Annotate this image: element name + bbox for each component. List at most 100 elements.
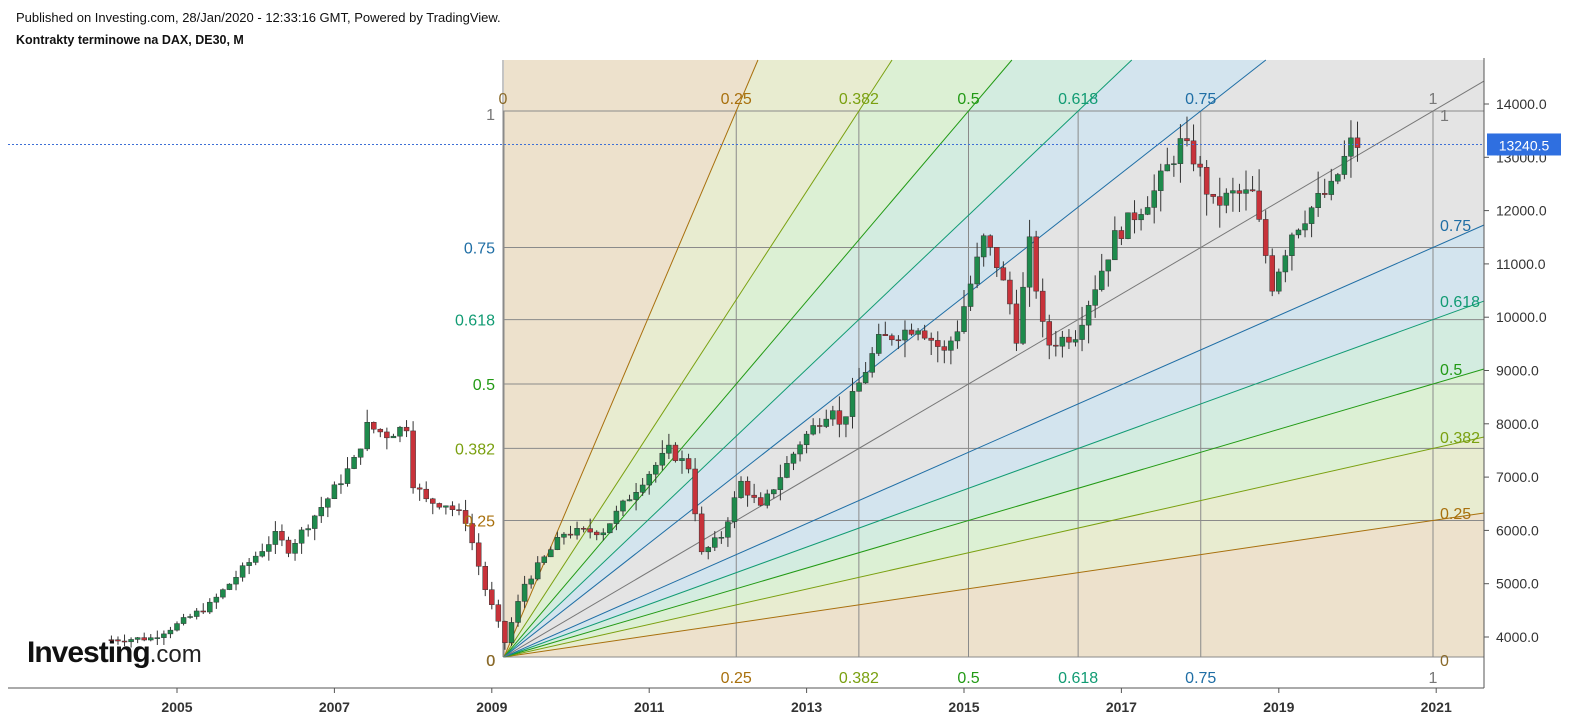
candle-body — [489, 589, 495, 605]
candle-body — [528, 578, 534, 585]
x-tick-label: 2015 — [948, 699, 979, 715]
candle-body — [653, 464, 659, 475]
candle-body — [1210, 193, 1216, 197]
candle-body — [403, 426, 410, 432]
fan-right-label: 0.75 — [1440, 218, 1471, 235]
candle-body — [790, 453, 797, 464]
candle-body — [803, 433, 810, 446]
candle-body — [430, 498, 436, 504]
x-tick-label: 2007 — [319, 699, 350, 715]
candle-body — [1059, 336, 1066, 347]
candle-body — [1020, 286, 1026, 344]
candle-body — [1230, 190, 1236, 194]
candle-body — [954, 331, 961, 342]
candle-body — [108, 639, 115, 641]
candle-body — [1144, 207, 1151, 215]
candle-body — [895, 339, 902, 342]
gann-fan-lines — [503, 59, 1485, 658]
candle-body — [252, 555, 259, 563]
candle-body — [908, 329, 915, 335]
candle-body — [1223, 192, 1230, 206]
candle-body — [416, 487, 423, 490]
x-tick-label: 2011 — [634, 699, 665, 715]
candle-body — [371, 422, 377, 430]
candle-body — [731, 497, 738, 522]
candle-body — [1079, 324, 1085, 340]
fan-bottom-label: 0.25 — [721, 670, 752, 687]
candle-body — [685, 458, 692, 470]
candle-body — [364, 422, 370, 450]
last-price-line: 13240.5 — [8, 133, 1561, 156]
fan-bottom-label: 0.618 — [1058, 670, 1098, 687]
candle-body — [148, 637, 154, 641]
candle-body — [1131, 212, 1138, 221]
fan-top-label: 0.25 — [721, 91, 752, 108]
candle-body — [469, 523, 475, 544]
fan-right-label: 1 — [1440, 108, 1449, 125]
candle-body — [1138, 214, 1144, 221]
candle-body — [639, 484, 646, 493]
candle-body — [1105, 259, 1112, 272]
candle-body — [1112, 230, 1118, 261]
candle-body — [987, 235, 993, 248]
candle-body — [200, 610, 206, 613]
candle-body — [784, 463, 790, 478]
candle-body — [154, 637, 161, 639]
candle-body — [764, 493, 770, 506]
candle-body — [1085, 305, 1092, 326]
candle-body — [331, 484, 338, 499]
fan-left-label: 1 — [486, 107, 495, 124]
fan-ray-flat — [503, 512, 1485, 658]
candle-body — [305, 528, 311, 531]
candle-body — [1033, 236, 1039, 292]
candle-body — [1171, 163, 1177, 165]
candle-body — [967, 283, 974, 307]
candle-body — [869, 353, 875, 373]
candle-body — [1262, 219, 1269, 256]
candle-body — [875, 334, 882, 354]
candle-body — [744, 480, 751, 496]
candle-body — [1177, 138, 1184, 164]
candle-body — [226, 583, 233, 590]
candle-body — [292, 543, 298, 554]
fan-ray-steep — [503, 59, 893, 658]
candle-body — [935, 340, 941, 347]
time-axis-bg — [0, 688, 1573, 725]
candle-body — [180, 617, 187, 624]
candle-body — [1098, 270, 1105, 290]
candle-body — [646, 473, 652, 486]
candle-body — [626, 499, 633, 502]
fan-top-label: 0.382 — [839, 91, 879, 108]
fan-top-label: 0.75 — [1185, 91, 1216, 108]
candle-body — [1243, 189, 1249, 194]
candle-body — [121, 640, 128, 643]
candle-body — [738, 480, 744, 498]
candles — [108, 116, 1361, 650]
logo-brand: Investing — [27, 636, 151, 669]
x-tick-label: 2013 — [791, 699, 822, 715]
y-tick-label: 12000.0 — [1496, 203, 1547, 219]
candle-body — [436, 503, 443, 508]
candle-body — [1066, 336, 1072, 343]
candle-body — [423, 488, 429, 500]
candle-body — [1125, 212, 1131, 239]
candle-body — [810, 425, 816, 435]
x-tick-label: 2005 — [161, 699, 192, 715]
x-tick-label: 2017 — [1106, 699, 1137, 715]
y-tick-label: 9000.0 — [1496, 363, 1539, 379]
fan-top-label: 0.5 — [957, 91, 979, 108]
candle-body — [318, 507, 325, 517]
candle-body — [508, 622, 515, 643]
candle-body — [443, 505, 449, 508]
candle-body — [1341, 155, 1348, 175]
fan-right-label: 0.382 — [1440, 430, 1480, 447]
y-tick-label: 14000.0 — [1496, 96, 1547, 112]
candle-body — [541, 556, 548, 563]
candle-body — [620, 500, 626, 512]
candle-body — [1217, 196, 1223, 206]
candle-body — [1256, 190, 1262, 220]
candle-body — [1328, 180, 1335, 195]
investing-logo: Investing.com — [27, 636, 202, 670]
candle-body — [220, 589, 226, 598]
